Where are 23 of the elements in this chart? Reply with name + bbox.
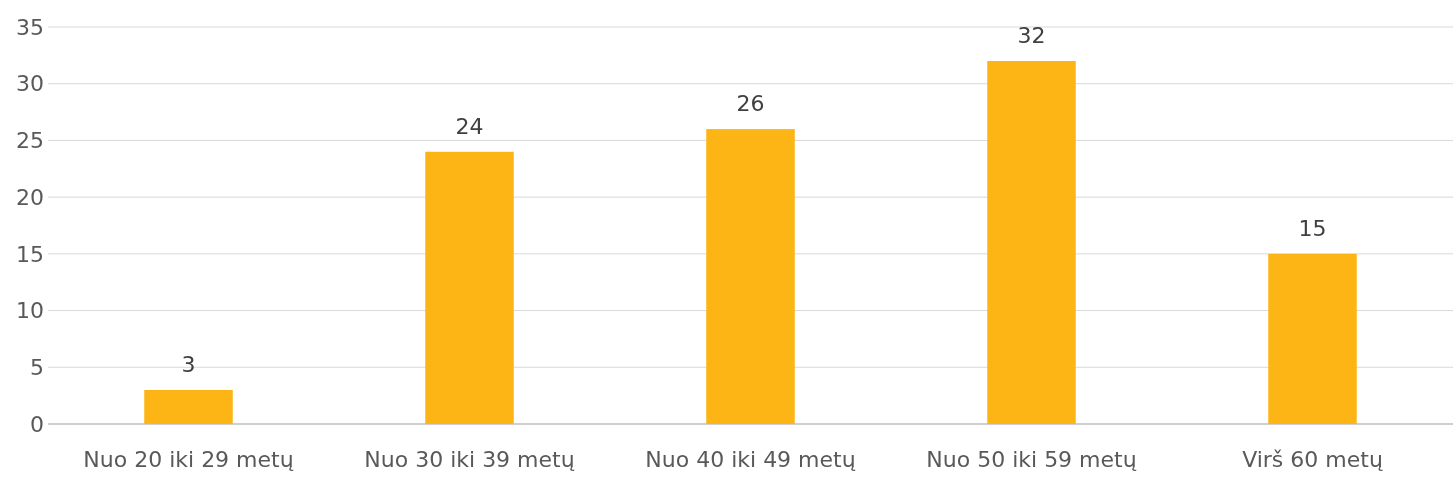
- bar: [144, 389, 233, 424]
- data-label: 26: [736, 91, 765, 117]
- bar: [987, 61, 1076, 424]
- bar: [425, 151, 514, 424]
- x-tick-label: Nuo 30 iki 39 metų: [364, 447, 575, 472]
- x-tick-label: Nuo 40 iki 49 metų: [645, 447, 856, 472]
- x-tick-label: Nuo 50 iki 59 metų: [926, 447, 1137, 472]
- data-label: 24: [455, 113, 484, 139]
- bar: [1268, 253, 1357, 424]
- y-tick-label: 30: [16, 71, 44, 97]
- y-tick-label: 35: [16, 14, 44, 40]
- y-tick-label: 0: [30, 411, 44, 437]
- x-tick-label: Nuo 20 iki 29 metų: [83, 447, 294, 472]
- data-label: 15: [1298, 215, 1327, 241]
- y-tick-label: 25: [16, 128, 44, 154]
- y-tick-label: 10: [16, 298, 44, 324]
- y-tick-label: 5: [30, 354, 44, 380]
- x-tick-label: Virš 60 metų: [1242, 447, 1383, 472]
- y-tick-label: 15: [16, 241, 44, 267]
- y-tick-label: 20: [16, 184, 44, 210]
- data-label: 32: [1017, 23, 1046, 49]
- data-label: 3: [181, 351, 196, 377]
- bar: [706, 129, 795, 424]
